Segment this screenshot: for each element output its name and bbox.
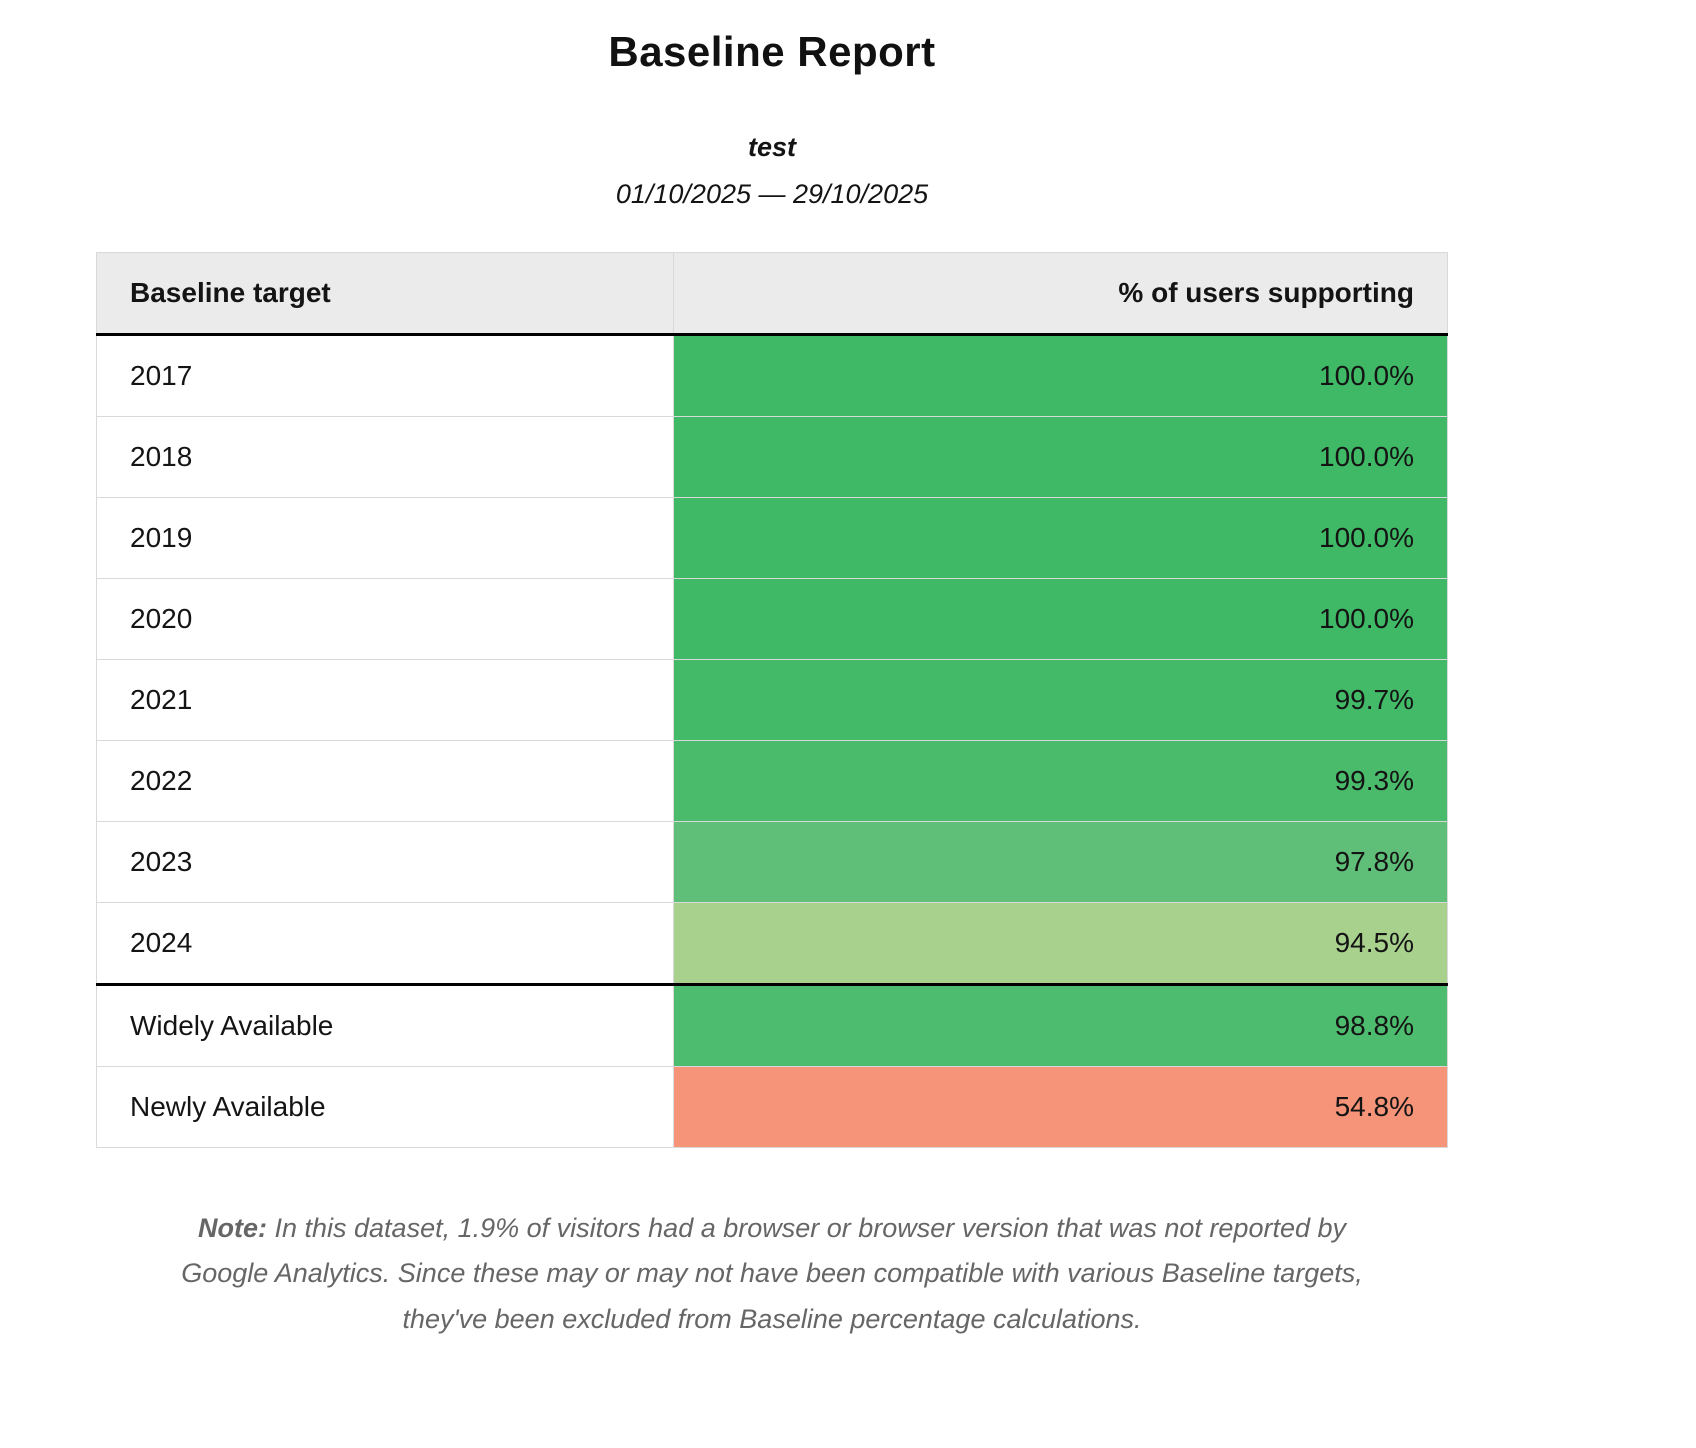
column-header-users-supporting: % of users supporting: [673, 252, 1448, 336]
table-row: 2021 99.7%: [95, 659, 1448, 741]
column-header-baseline-target: Baseline target: [95, 252, 675, 336]
table-row: 2018 100.0%: [95, 416, 1448, 498]
table-row: Newly Available 54.8%: [95, 1066, 1448, 1148]
target-cell: 2024: [95, 902, 675, 985]
value-cell: 100.0%: [673, 497, 1448, 579]
table-row: 2023 97.8%: [95, 821, 1448, 903]
target-cell: 2019: [95, 497, 675, 579]
value-cell: 100.0%: [673, 578, 1448, 660]
target-cell: 2021: [95, 659, 675, 741]
report-table-body: 2017 100.0% 2018 100.0% 2019 100.0% 2020…: [95, 334, 1448, 1148]
value-cell: 97.8%: [673, 821, 1448, 903]
value-cell: 99.3%: [673, 740, 1448, 822]
target-cell: 2018: [95, 416, 675, 498]
value-cell: 100.0%: [673, 334, 1448, 417]
target-cell: 2020: [95, 578, 675, 660]
target-cell: 2023: [95, 821, 675, 903]
report-subtitle: test: [747, 132, 796, 162]
table-header: Baseline target % of users supporting: [95, 252, 1448, 336]
report-date-range: 01/10/2025 — 29/10/2025: [615, 179, 929, 209]
value-cell: 99.7%: [673, 659, 1448, 741]
table-row: 2022 99.3%: [95, 740, 1448, 822]
report-page: Baseline Report test 01/10/2025 — 29/10/…: [95, 0, 1448, 1342]
value-cell: 94.5%: [673, 902, 1448, 985]
table-row: 2024 94.5%: [95, 902, 1448, 985]
value-cell: 98.8%: [673, 983, 1448, 1067]
target-cell: Widely Available: [95, 983, 675, 1067]
target-cell: 2017: [95, 334, 675, 417]
footnote-label: Note:: [197, 1213, 267, 1243]
footnote: Note: In this dataset, 1.9% of visitors …: [177, 1206, 1367, 1342]
page-title: Baseline Report: [608, 28, 936, 75]
footnote-text: In this dataset, 1.9% of visitors had a …: [181, 1213, 1363, 1334]
table-row: Widely Available 98.8%: [95, 983, 1448, 1067]
table-row: 2017 100.0%: [95, 334, 1448, 417]
value-cell: 100.0%: [673, 416, 1448, 498]
target-cell: Newly Available: [95, 1066, 675, 1148]
target-cell: 2022: [95, 740, 675, 822]
value-cell: 54.8%: [673, 1066, 1448, 1148]
table-row: 2020 100.0%: [95, 578, 1448, 660]
baseline-table: Baseline target % of users supporting 20…: [95, 252, 1448, 1148]
table-row: 2019 100.0%: [95, 497, 1448, 579]
table-header-row: Baseline target % of users supporting: [95, 252, 1448, 336]
